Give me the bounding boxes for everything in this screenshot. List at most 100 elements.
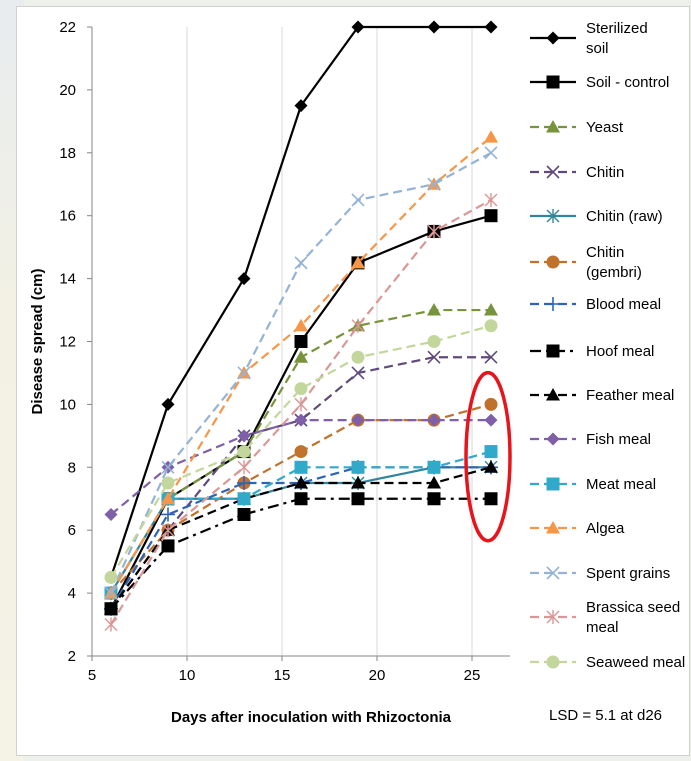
data-point-soil-control (484, 209, 498, 223)
data-point-chitin (427, 350, 441, 364)
legend-marker-sterilized-soil (546, 31, 560, 45)
legend-item-yeast: Yeast (530, 119, 624, 136)
data-point-fish-meal (484, 413, 498, 427)
legend-label-yeast: Yeast (586, 119, 624, 136)
data-point-seaweed-meal (484, 319, 498, 333)
data-point-hoof-meal (484, 492, 498, 506)
legend-item-algea: Algea (530, 520, 625, 537)
data-point-brassica-seed-meal (104, 617, 118, 632)
data-point-spent-grains (351, 193, 365, 207)
data-point-brassica-seed-meal (484, 192, 498, 207)
data-point-brassica-seed-meal (351, 318, 365, 333)
data-point-feather-meal (294, 476, 308, 489)
legend-label-sterilized-soil: Sterilized soil (586, 20, 648, 57)
y-tick-label: 20 (59, 82, 76, 99)
legend-item-feather-meal: Feather meal (530, 387, 674, 404)
chart-frame (16, 6, 690, 756)
legend-item-blood-meal: Blood meal (530, 296, 661, 313)
legend-item-hoof-meal: Hoof meal (530, 343, 654, 360)
data-point-blood-meal (161, 507, 175, 522)
data-point-meat-meal (237, 492, 251, 506)
legend-label-feather-meal: Feather meal (586, 387, 674, 404)
gridlines (91, 27, 473, 656)
legend-marker-chitin (546, 165, 560, 179)
y-tick-label: 6 (68, 522, 76, 539)
legend-marker-soil-control (546, 75, 560, 89)
y-tick-label: 14 (59, 271, 76, 288)
data-point-fish-meal (427, 413, 441, 427)
legend-label-brassica-seed-meal: Brassica seed meal (586, 599, 680, 636)
data-point-meat-meal (294, 460, 308, 474)
legend-label-spent-grains: Spent grains (586, 565, 670, 582)
data-point-chitin (351, 366, 365, 380)
y-tick-label: 16 (59, 208, 76, 225)
legend-label-chitin: Chitin (586, 164, 624, 181)
data-point-brassica-seed-meal (237, 460, 251, 475)
legend-item-fish-meal: Fish meal (530, 431, 651, 448)
legend-marker-spent-grains (546, 566, 560, 580)
data-point-sterilized-soil (294, 99, 308, 113)
legend-item-sterilized-soil: Sterilized soil (530, 20, 648, 57)
data-point-sterilized-soil (351, 20, 365, 34)
legend-item-chitin-raw: Chitin (raw) (530, 208, 663, 225)
legend-item-soil-control: Soil - control (530, 74, 669, 91)
legend-marker-hoof-meal (546, 344, 560, 358)
data-point-feather-meal (104, 601, 118, 615)
data-point-sterilized-soil (237, 272, 251, 286)
legend-marker-fish-meal (546, 432, 560, 446)
data-point-feather-meal (427, 476, 441, 489)
legend-item-spent-grains: Spent grains (530, 565, 670, 582)
y-tick-label: 4 (68, 585, 76, 602)
legend-marker-chitin-gembri (546, 255, 560, 269)
legend-item-brassica-seed-meal: Brassica seed meal (530, 599, 680, 636)
data-point-brassica-seed-meal (161, 523, 175, 538)
data-point-hoof-meal (237, 507, 251, 521)
legend-label-soil-control: Soil - control (586, 74, 669, 91)
data-point-spent-grains (427, 177, 441, 191)
data-point-brassica-seed-meal (427, 224, 441, 239)
x-tick-label: 5 (88, 667, 96, 684)
series-sterilized-soil (104, 20, 498, 584)
legend-item-chitin-gembri: Chitin (gembri) (530, 244, 642, 281)
series-lines (104, 20, 498, 632)
lsd-annotation: LSD = 5.1 at d26 (549, 707, 662, 724)
data-point-sterilized-soil (484, 20, 498, 34)
legend-item-seaweed-meal: Seaweed meal (530, 654, 685, 671)
data-point-fish-meal (237, 429, 251, 443)
legend-label-blood-meal: Blood meal (586, 296, 661, 313)
y-tick-label: 8 (68, 459, 76, 476)
data-point-fish-meal (104, 507, 118, 521)
legend-label-algea: Algea (586, 520, 625, 537)
data-point-fish-meal (294, 413, 308, 427)
data-point-meat-meal (484, 445, 498, 459)
data-point-algea (484, 130, 498, 143)
data-point-hoof-meal (351, 492, 365, 506)
data-point-seaweed-meal (351, 350, 365, 364)
series-soil-control (104, 209, 498, 616)
data-point-yeast (484, 303, 498, 316)
legend-marker-blood-meal (546, 297, 560, 311)
data-point-seaweed-meal (237, 445, 251, 459)
data-point-chitin-gembri (294, 445, 308, 459)
legend-marker-brassica-seed-meal (546, 610, 560, 624)
legend-label-hoof-meal: Hoof meal (586, 343, 654, 360)
x-tick-label: 15 (274, 667, 291, 684)
data-point-feather-meal (484, 460, 498, 473)
data-point-meat-meal (427, 460, 441, 474)
y-tick-label: 10 (59, 396, 76, 413)
legend-label-chitin-raw: Chitin (raw) (586, 208, 663, 225)
data-point-feather-meal (351, 476, 365, 489)
y-tick-label: 22 (59, 19, 76, 36)
legend-marker-yeast (546, 120, 560, 133)
y-tick-label: 12 (59, 334, 76, 351)
data-point-algea (351, 255, 365, 269)
data-point-seaweed-meal (427, 335, 441, 348)
series-spent-grains (104, 146, 498, 600)
legend-item-meat-meal: Meat meal (530, 476, 656, 493)
x-tick-label: 25 (464, 667, 481, 684)
legend-label-seaweed-meal: Seaweed meal (586, 654, 685, 671)
data-point-fish-meal (351, 413, 365, 427)
data-point-algea (294, 318, 308, 332)
